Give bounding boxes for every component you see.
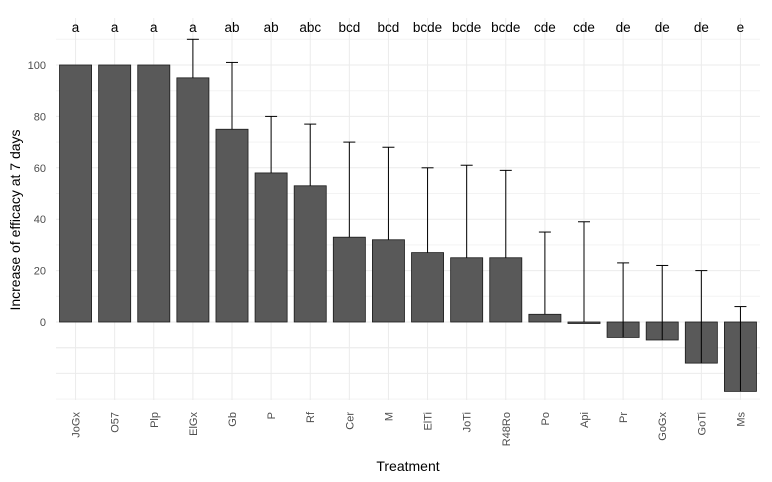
significance-letter: bcd: [378, 20, 400, 35]
y-tick-label: 80: [34, 111, 46, 123]
error-bars-group: [186, 38, 747, 392]
bar-ElGx: [176, 77, 210, 323]
x-tick-label: P: [266, 412, 278, 419]
x-tick-label: Plp: [149, 412, 161, 428]
bar-Plp: [137, 64, 171, 323]
significance-letter: de: [655, 20, 670, 35]
bar-Rf: [293, 185, 327, 323]
y-tick-label: 40: [34, 214, 46, 226]
x-tick-label: R48Ro: [501, 412, 513, 446]
significance-letter: a: [189, 20, 197, 35]
significance-letters-group: a a a a ab ab abc bcd bcd bcde bcde bcde cde cde de de d…: [72, 20, 744, 35]
bar-JoTi: [450, 257, 484, 323]
y-axis-title: Increase of efficacy at 7 days: [7, 129, 23, 310]
x-tick-label: Po: [540, 412, 552, 425]
y-tick-label: 0: [40, 317, 46, 329]
x-tick-label: Pr: [618, 412, 630, 423]
bar-Po: [528, 313, 562, 323]
significance-letter: a: [72, 20, 80, 35]
y-tick-label: 100: [28, 60, 46, 72]
bar-Gb: [215, 128, 249, 323]
bars-group: [59, 64, 757, 392]
significance-letter: a: [111, 20, 119, 35]
bar-ElTi: [411, 252, 444, 323]
significance-letter: a: [150, 20, 158, 35]
x-tick-label: O57: [110, 412, 122, 433]
x-tick-label: Api: [579, 412, 591, 428]
x-tick-label: Gb: [227, 412, 239, 427]
x-tick-label: ElTi: [423, 412, 435, 431]
significance-letter: cde: [534, 20, 556, 35]
y-tick-labels: 0 20 40 60 80 100: [28, 60, 46, 329]
x-tick-label: JoGx: [71, 412, 83, 438]
x-tick-label: GoTi: [696, 412, 708, 435]
bar-M: [372, 239, 405, 323]
significance-letter: abc: [299, 20, 321, 35]
bar-Cer: [332, 236, 366, 323]
significance-letter: bcde: [491, 20, 520, 35]
bar-JoGx: [59, 64, 92, 323]
x-tick-label: GoGx: [657, 412, 669, 441]
significance-letter: bcde: [413, 20, 442, 35]
x-tick-label: Cer: [344, 412, 356, 430]
x-tick-label: Ms: [735, 412, 747, 427]
bar-O57: [98, 64, 132, 323]
x-tick-label: ElGx: [188, 412, 200, 436]
y-tick-label: 20: [34, 266, 46, 278]
significance-letter: bcde: [452, 20, 481, 35]
significance-letter: bcd: [338, 20, 360, 35]
x-axis-title: Treatment: [376, 458, 439, 474]
bar-Api: [567, 321, 601, 324]
significance-letter: de: [616, 20, 631, 35]
x-tick-label: M: [383, 412, 395, 421]
x-tick-label: Rf: [305, 411, 317, 423]
significance-letter: ab: [264, 20, 279, 35]
significance-letter: cde: [573, 20, 595, 35]
bar-R48Ro: [489, 257, 523, 323]
significance-letter: e: [737, 20, 745, 35]
significance-letter: ab: [224, 20, 239, 35]
x-tick-label: JoTi: [462, 412, 474, 432]
x-tick-labels: JoGx O57 Plp ElGx Gb P Rf Cer M ElTi JoTi R48Ro Po Ap…: [71, 411, 748, 446]
bar-P: [254, 172, 288, 323]
y-tick-label: 60: [34, 163, 46, 175]
significance-letter: de: [694, 20, 709, 35]
